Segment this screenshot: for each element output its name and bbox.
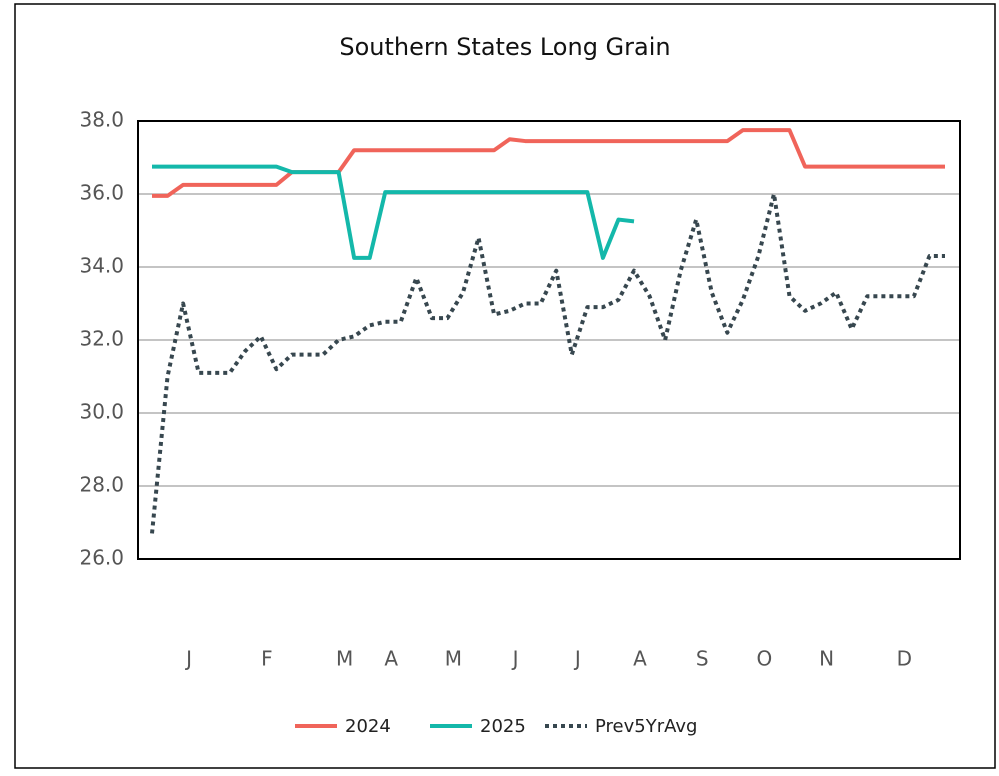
y-tick-label: 36.0 [79, 181, 124, 205]
x-tick-label: J [184, 647, 192, 671]
x-tick-label: J [573, 647, 581, 671]
frame [14, 3, 996, 769]
x-tick-label: M [445, 647, 462, 671]
chart-title: Southern States Long Grain [339, 33, 670, 61]
y-tick-label: 26.0 [79, 546, 124, 570]
legend-label: Prev5YrAvg [595, 716, 697, 737]
x-tick-label: A [384, 647, 398, 671]
x-tick-label: A [633, 647, 647, 671]
line-series [150, 192, 945, 534]
line-series [152, 128, 945, 198]
y-tick-label: 32.0 [79, 327, 124, 351]
x-tick-label: J [511, 647, 519, 671]
x-tick-label: N [819, 647, 834, 671]
x-tick-label: S [696, 647, 709, 671]
y-tick-label: 30.0 [79, 400, 124, 424]
legend-label: 2025 [480, 716, 526, 737]
x-tick-label: M [336, 647, 353, 671]
y-tick-label: 38.0 [79, 108, 124, 132]
line-series [152, 164, 635, 260]
x-tick-label: F [261, 647, 273, 671]
x-tick-label: D [897, 647, 912, 671]
y-tick-label: 34.0 [79, 254, 124, 278]
legend-label: 2024 [345, 716, 391, 737]
plot-border [137, 120, 961, 560]
y-tick-label: 28.0 [79, 473, 124, 497]
x-tick-label: O [757, 647, 773, 671]
